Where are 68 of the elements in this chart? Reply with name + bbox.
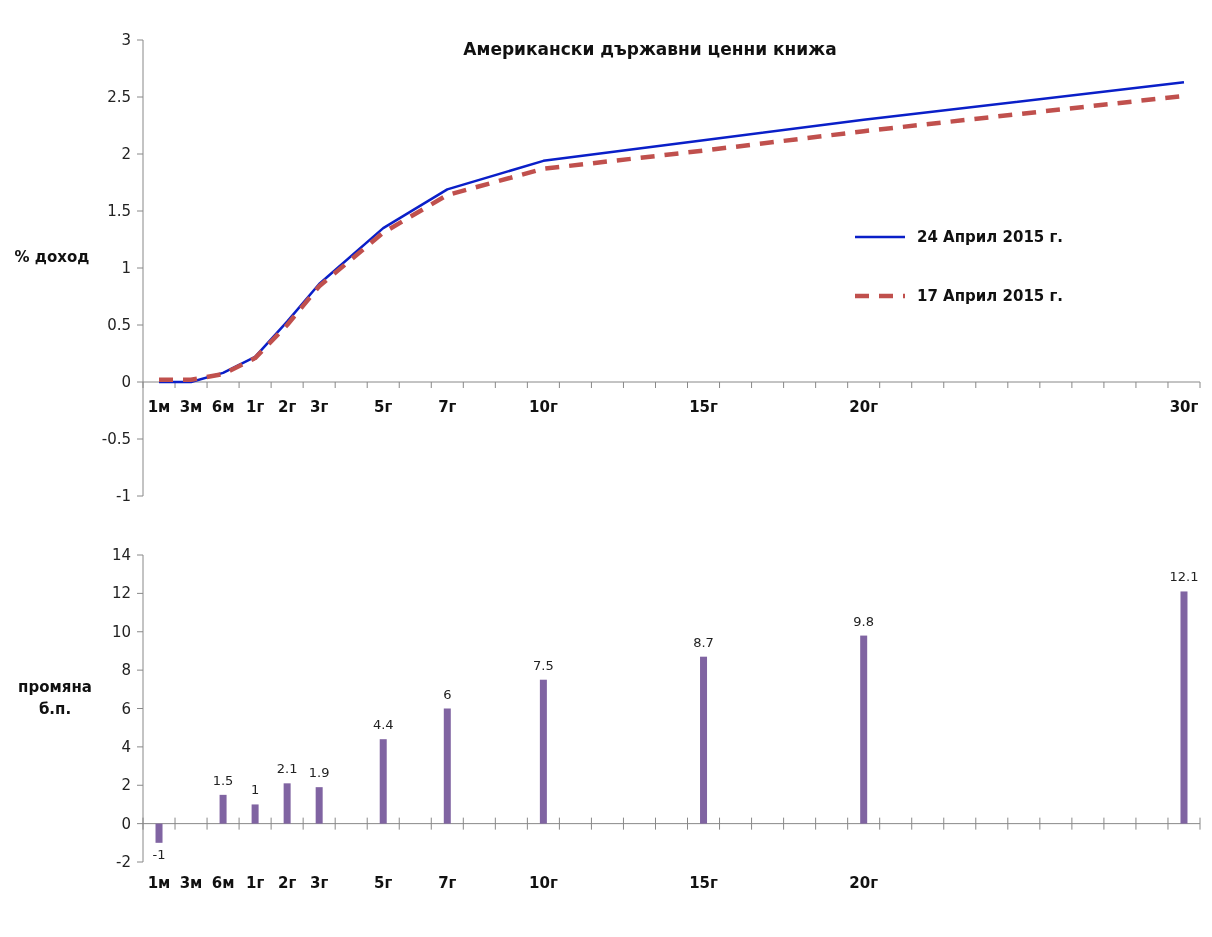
x-tick-label: 3м <box>179 874 203 892</box>
bar <box>219 794 227 824</box>
x-tick-label: 6м <box>211 398 235 416</box>
x-tick-label: 5г <box>374 398 393 416</box>
y-tick-label: 3 <box>121 31 131 49</box>
data-label: 1.5 <box>212 772 234 788</box>
x-tick-label: 30г <box>1169 398 1199 416</box>
bar <box>860 635 868 824</box>
bar <box>155 823 163 843</box>
bar <box>1180 591 1188 824</box>
data-label: 9.8 <box>853 613 875 629</box>
y-tick-label: -0.5 <box>101 430 131 448</box>
x-tick-label: 3м <box>179 398 203 416</box>
data-label: 12.1 <box>1169 569 1199 585</box>
bar <box>283 783 291 824</box>
data-label: 7.5 <box>533 657 554 673</box>
y-tick-label: 10 <box>111 622 131 641</box>
y-tick-label: 2.5 <box>107 88 131 106</box>
y-tick-label: 1 <box>121 259 131 277</box>
x-tick-label: 3г <box>310 874 329 892</box>
y-tick-label: 0 <box>121 814 131 833</box>
legend-label: 17 Април 2015 г. <box>917 287 1064 305</box>
y-tick-label: 2 <box>121 145 131 163</box>
x-tick-label: 10г <box>529 398 558 416</box>
data-label: 2.1 <box>276 761 298 777</box>
x-tick-label: 1г <box>245 874 265 892</box>
bar <box>315 787 323 824</box>
y-tick-label: -1 <box>116 487 131 505</box>
x-tick-label: 2г <box>278 398 297 416</box>
y-tick-label: 14 <box>111 546 131 564</box>
data-label: 4.4 <box>372 717 394 733</box>
y-tick-label: 4 <box>121 737 131 756</box>
data-label: -1 <box>152 846 166 862</box>
bar <box>379 739 387 824</box>
x-tick-label: 7г <box>438 874 457 892</box>
legend-label: 24 Април 2015 г. <box>917 228 1064 246</box>
x-tick-label: 7г <box>438 398 457 416</box>
x-tick-label: 1м <box>147 874 171 892</box>
data-label: 1 <box>250 782 260 798</box>
bar <box>251 804 259 824</box>
x-tick-label: 20г <box>849 398 879 416</box>
bar <box>539 679 547 824</box>
y-tick-label: 0 <box>121 373 131 391</box>
x-tick-label: 15г <box>689 398 719 416</box>
bar <box>443 708 451 824</box>
data-label: 1.9 <box>308 765 330 781</box>
x-tick-label: 3г <box>310 398 329 416</box>
y-tick-label: 1.5 <box>107 202 131 220</box>
x-tick-label: 6м <box>211 874 235 892</box>
x-tick-label: 10г <box>529 874 558 892</box>
y-tick-label: 0.5 <box>107 316 131 334</box>
bar <box>700 656 708 824</box>
y-tick-label: 12 <box>111 584 131 603</box>
y-tick-label: 6 <box>121 699 131 718</box>
y-tick-label: -2 <box>116 853 131 871</box>
x-tick-label: 2г <box>278 874 297 892</box>
x-tick-label: 5г <box>374 874 393 892</box>
x-tick-label: 1м <box>147 398 171 416</box>
x-tick-label: 15г <box>689 874 719 892</box>
data-label: 6 <box>443 686 452 702</box>
y-tick-label: 2 <box>121 776 131 795</box>
x-tick-label: 1г <box>245 398 265 416</box>
chart-title: Американски държавни ценни книжа <box>463 39 837 59</box>
y-axis-title: промяна б.п. <box>18 678 92 718</box>
x-tick-label: 20г <box>849 874 879 892</box>
y-tick-label: 8 <box>121 661 131 680</box>
data-label: 8.7 <box>693 634 714 650</box>
y-axis-title: % доход <box>14 248 90 266</box>
